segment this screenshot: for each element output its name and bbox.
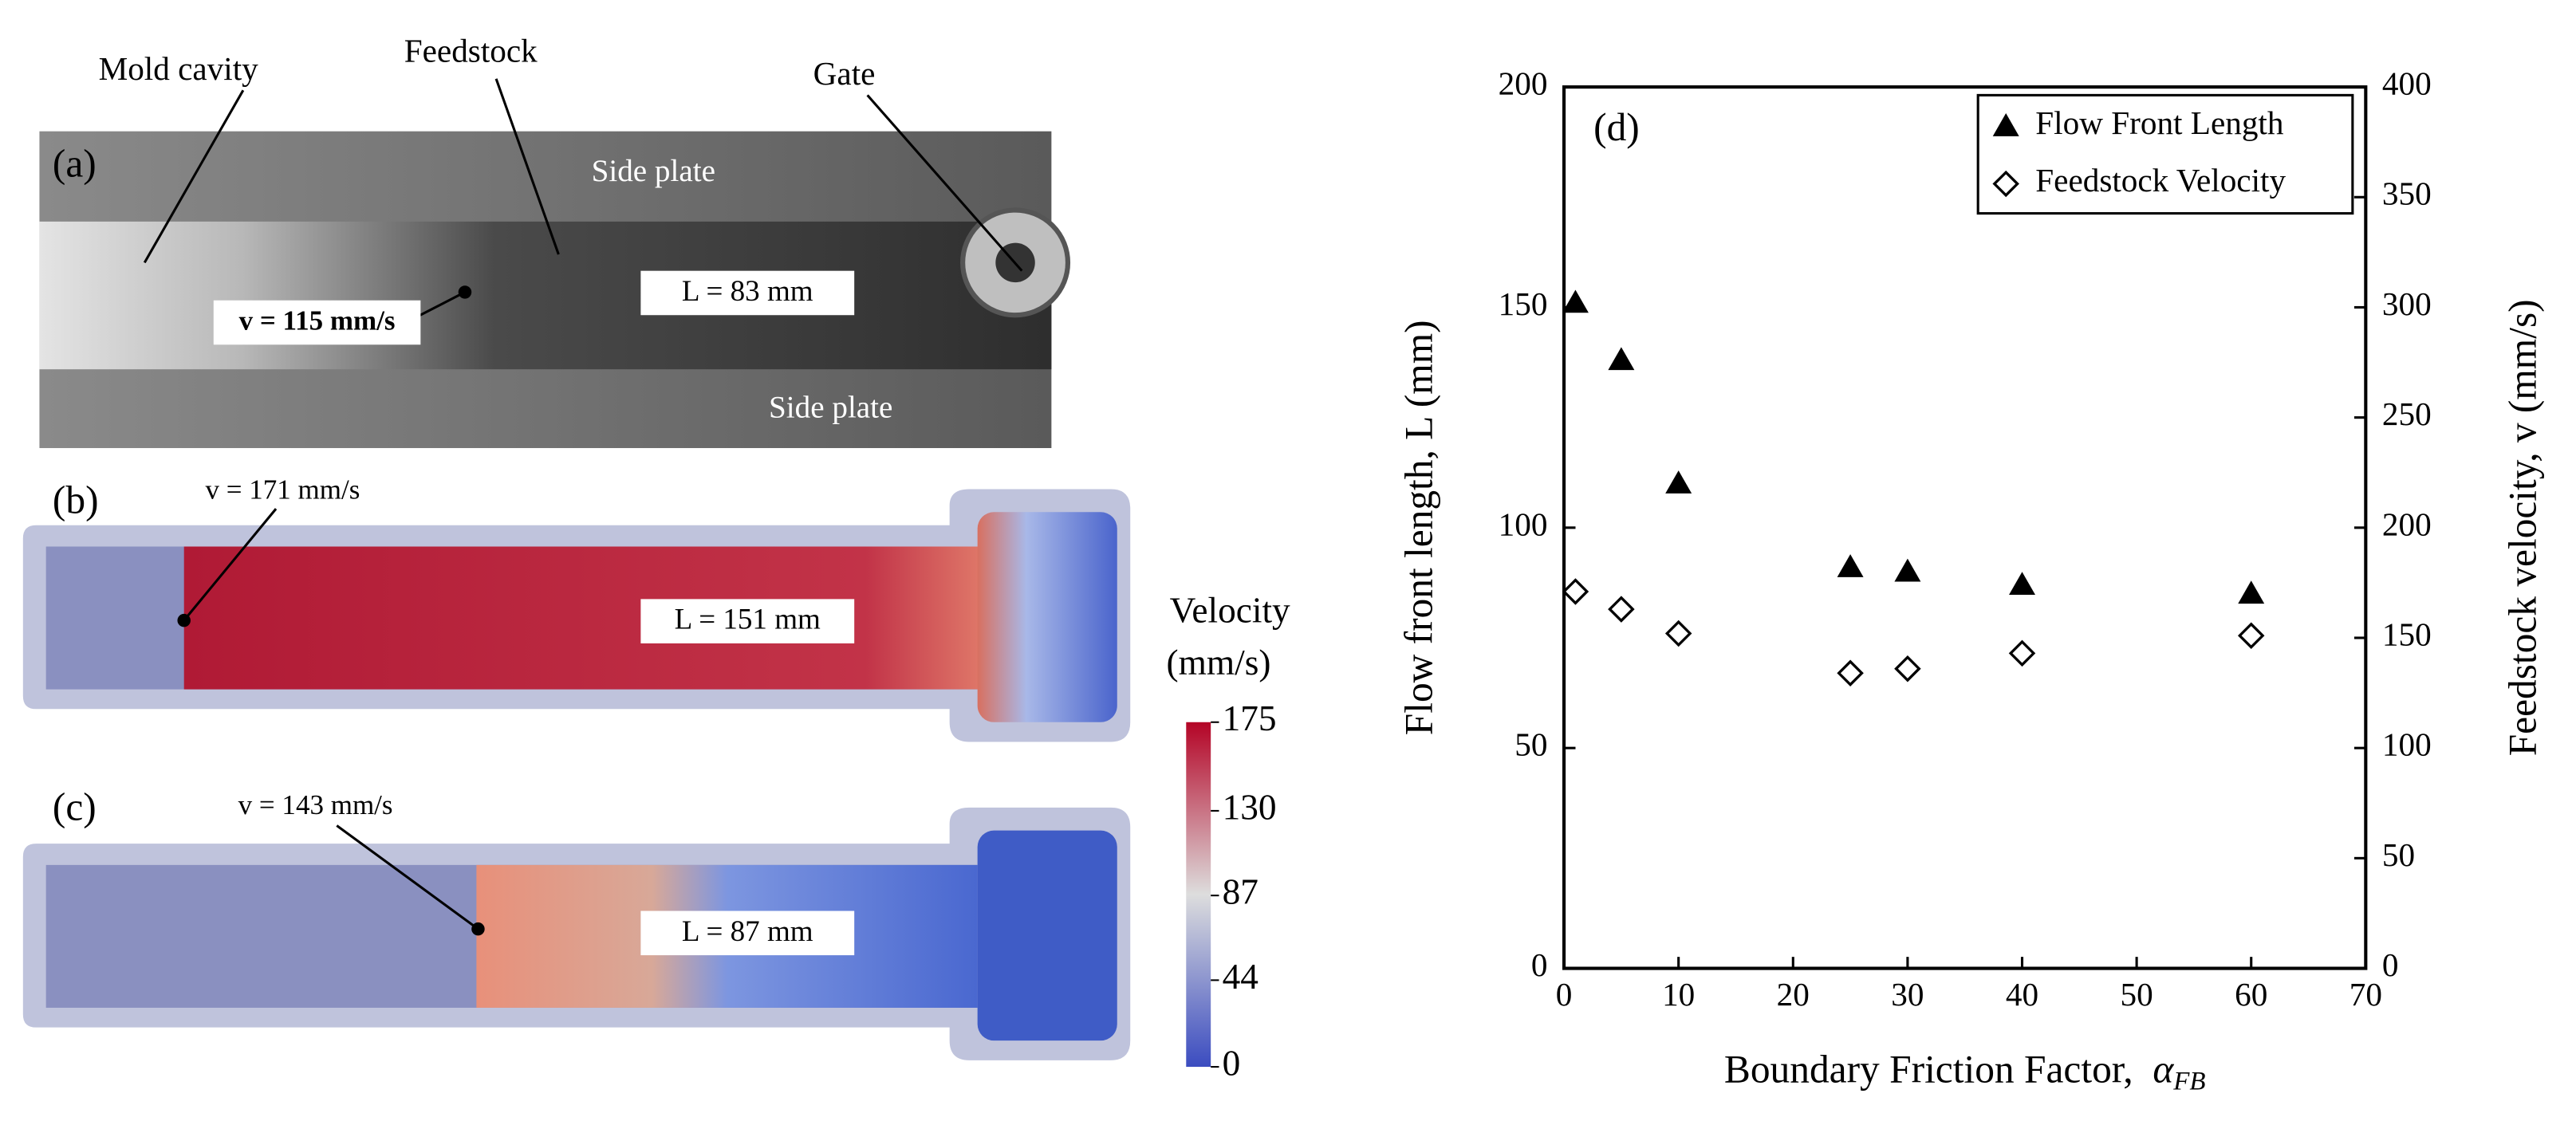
data-point [1894,655,1921,682]
panel-label: (c) [53,785,97,828]
data-point [1562,289,1589,313]
leader [336,824,479,930]
label-box [640,599,855,643]
colorbar-tick-label: 130 [1223,787,1277,827]
y2-tick-label: 100 [2382,726,2432,763]
data-point [2008,639,2036,667]
panel-label: (a) [53,141,97,185]
legend-label: Feedstock Velocity [2035,162,2286,199]
label-box [640,911,855,956]
data-point [1837,659,1864,686]
data-point [1894,558,1921,582]
leader [183,508,278,622]
front-dot [458,285,472,299]
y2-tick-label: 50 [2382,836,2415,873]
front-dot [471,922,485,936]
data-point [2009,572,2035,596]
plot-frame [1562,85,2368,970]
label-box [213,300,421,345]
y-tick-label: 200 [1499,65,1548,102]
gate-region [977,512,1117,722]
colorbar: Velocity (mm/s) 0 44 87 130 175 [1167,590,1290,1083]
gate-region [977,830,1117,1041]
x-tick-label: 0 [1556,976,1573,1013]
y2-tick-label: 0 [2382,946,2399,983]
scatter-chart: 0 10 20 30 40 50 60 700501001502000501001502002… [1396,65,2544,1096]
panel-a: (a) Mold cavity Feedstock Gate Side plat… [39,32,1071,448]
x-tick-label: 10 [1662,976,1695,1013]
y2-tick-label: 250 [2382,395,2432,432]
y-tick-label: 0 [1531,946,1548,983]
legend-box [1976,93,2354,215]
velocity-label: v = 143 mm/s [238,789,393,820]
data-point [2238,580,2265,604]
length-label: L = 83 mm [682,275,813,308]
annotation: Mold cavity [99,50,259,87]
y2-tick-label: 200 [2382,505,2432,542]
legend-label: Flow Front Length [2035,104,2284,141]
arrow [866,94,1023,272]
panel-c: (c) v = 143 mm/s L = 87 mm [22,785,1131,1060]
label-box [640,270,855,316]
plate-label: Side plate [769,391,892,425]
length-label: L = 87 mm [682,915,813,948]
data-point [2237,622,2265,649]
colorbar-tick-label: 44 [1223,957,1258,997]
length-label: L = 151 mm [675,604,821,636]
colorbar-scale [1186,722,1211,1068]
x-tick-label: 70 [2350,976,2382,1013]
data-point [1562,578,1589,605]
velocity-label: v = 115 mm/s [239,305,396,336]
x-axis-label-part: FB [2172,1067,2205,1095]
y2-axis-label: Feedstock velocity, v (mm/s) [2501,299,2545,756]
panel-label: (b) [53,478,99,521]
annotation: Gate [813,55,876,92]
x-tick-label: 60 [2235,976,2267,1013]
x-tick-label: 40 [2006,976,2038,1013]
y2-tick-label: 300 [2382,285,2432,322]
annotation: Feedstock [404,32,538,69]
data-point [1665,470,1692,494]
y-tick-label: 50 [1514,726,1547,763]
arrow [494,78,560,255]
colorbar-tick-label: 175 [1223,698,1277,738]
data-point [1608,347,1635,371]
x-axis-label: Boundary Friction Factor, αFB [1724,1048,2206,1096]
y2-tick-label: 400 [2382,65,2432,102]
x-axis-label-part: Boundary Friction Factor, [1724,1048,2133,1092]
arrow [143,89,245,264]
y2-tick-label: 350 [2382,175,2432,212]
data-point [1664,620,1692,647]
x-tick-label: 50 [2121,976,2153,1013]
x-tick-label: 20 [1777,976,1810,1013]
y-tick-label: 100 [1499,505,1548,542]
y-tick-label: 150 [1499,285,1548,322]
velocity-label: v = 171 mm/s [205,474,360,505]
legend-marker [1992,170,2019,198]
panel-b: (b) v = 171 mm/s L = 151 mm [22,474,1131,742]
feedstock [183,546,986,690]
panel-label: (d) [1593,105,1640,149]
plate-label: Side plate [592,154,715,188]
colorbar-tick-label: 0 [1223,1043,1241,1083]
x-tick-label: 30 [1891,976,1924,1013]
colorbar-title: (mm/s) [1167,643,1271,682]
y2-tick-label: 150 [2382,616,2432,652]
front-dot [177,613,191,627]
x-axis-label-part: α [2153,1048,2174,1092]
data-point [1608,596,1635,623]
data-point [1837,554,1864,577]
channel [39,221,1052,370]
legend-marker [1992,113,2019,136]
colorbar-tick-label: 87 [1223,872,1258,912]
y-axis-label: Flow front length, L (mm) [1396,320,1440,735]
colorbar-title: Velocity [1170,590,1290,630]
